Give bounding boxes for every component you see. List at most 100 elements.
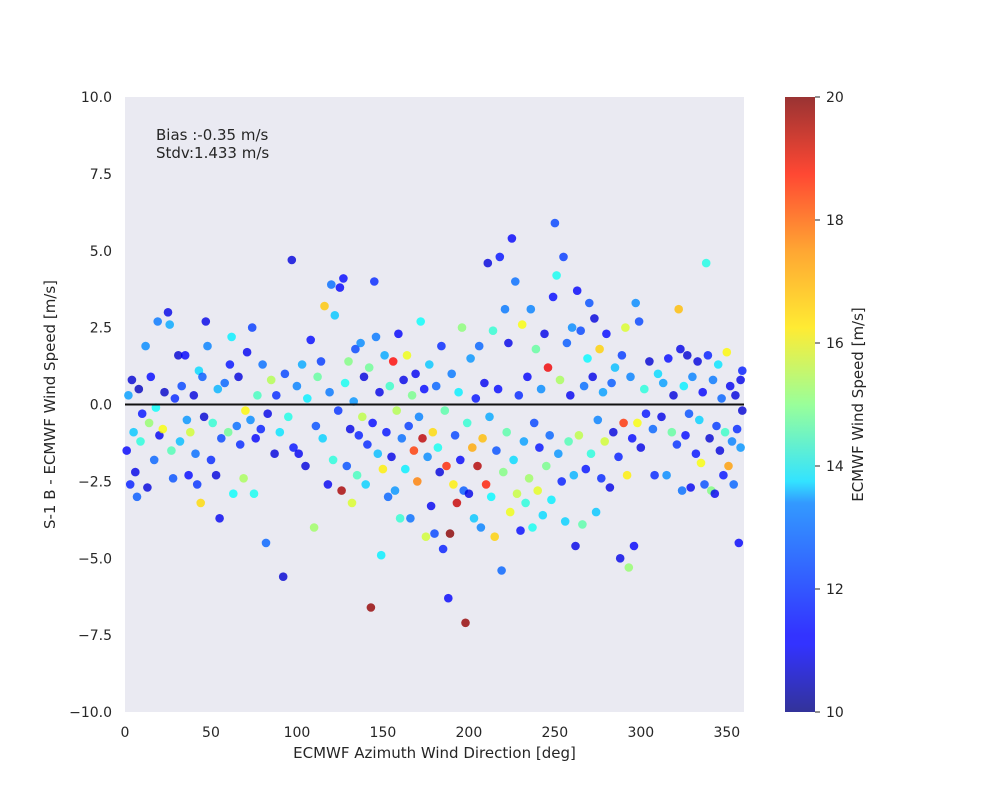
data-point — [492, 446, 501, 455]
data-point — [354, 431, 364, 440]
data-point — [287, 255, 297, 265]
data-point — [352, 470, 362, 480]
data-point — [524, 474, 534, 483]
data-point — [165, 320, 174, 329]
data-point — [676, 344, 685, 354]
data-point — [722, 347, 732, 357]
colorbar — [785, 97, 815, 712]
y-tick-label: 2.5 — [90, 321, 112, 337]
data-point — [653, 369, 663, 379]
data-point — [461, 618, 470, 628]
data-point — [423, 452, 432, 462]
x-tick-label: 150 — [370, 725, 397, 741]
data-point — [192, 480, 202, 489]
data-point — [497, 566, 506, 575]
data-point — [170, 394, 180, 403]
data-point — [724, 461, 733, 471]
data-point — [263, 409, 273, 419]
data-point — [478, 434, 487, 443]
data-point — [215, 514, 224, 523]
data-point — [514, 391, 524, 400]
data-point — [380, 351, 389, 360]
data-point — [523, 372, 532, 382]
data-point — [430, 529, 439, 538]
data-point — [316, 357, 326, 366]
colorbar-tick-label: 14 — [826, 459, 844, 475]
data-point — [579, 381, 589, 391]
data-point — [227, 332, 236, 342]
data-point — [684, 409, 694, 419]
data-point — [695, 415, 704, 425]
colorbar-tick-labels: 10 12 14 16 18 20 — [815, 90, 844, 721]
data-point — [186, 427, 195, 437]
data-point — [564, 437, 573, 446]
data-point — [213, 384, 223, 394]
data-point — [368, 418, 377, 428]
data-point — [351, 344, 360, 354]
data-point — [376, 550, 386, 560]
colorbar-label: ECMWF Wind Speed [m/s] — [849, 307, 867, 502]
data-point — [371, 332, 381, 342]
data-point — [189, 391, 199, 400]
data-point — [633, 418, 642, 428]
y-tick-labels: −10.0 −7.5 −5.0 −2.5 0.0 2.5 5.0 7.5 10.0 — [69, 90, 112, 721]
data-point — [235, 440, 245, 449]
x-tick-label: 300 — [627, 725, 654, 741]
data-point — [370, 277, 379, 286]
data-point — [258, 360, 267, 369]
data-point — [717, 394, 726, 403]
data-point — [433, 443, 443, 452]
data-point — [567, 323, 577, 332]
data-point — [132, 492, 142, 502]
data-point — [464, 489, 474, 499]
data-point — [401, 464, 410, 474]
data-point — [127, 375, 137, 385]
data-point — [597, 474, 606, 483]
x-tick-label: 100 — [284, 725, 311, 741]
data-point — [734, 538, 744, 548]
data-point — [337, 486, 346, 495]
data-point — [719, 470, 728, 480]
data-point — [712, 421, 721, 431]
data-point — [136, 437, 145, 446]
data-point — [462, 418, 472, 428]
data-point — [619, 418, 628, 428]
data-point — [667, 427, 677, 437]
data-point — [141, 341, 150, 351]
y-tick-label: −7.5 — [78, 628, 112, 644]
data-point — [469, 514, 479, 523]
colorbar-tick-label: 16 — [826, 336, 844, 352]
data-point — [225, 360, 235, 369]
data-point — [686, 483, 695, 492]
data-point — [444, 593, 453, 603]
data-point — [289, 443, 298, 452]
data-point — [125, 480, 135, 489]
data-point — [664, 354, 673, 363]
data-point — [198, 372, 207, 382]
data-point — [249, 489, 259, 499]
data-point — [201, 317, 211, 326]
data-point — [572, 286, 582, 296]
data-point — [149, 455, 159, 465]
data-point — [134, 384, 144, 394]
data-point — [340, 378, 350, 388]
data-point — [634, 317, 644, 326]
data-point — [414, 412, 424, 422]
data-point — [586, 449, 596, 459]
data-point — [129, 427, 138, 437]
data-point — [533, 486, 542, 495]
data-point — [595, 344, 604, 354]
data-point — [297, 360, 307, 369]
data-point — [531, 344, 541, 354]
data-point — [626, 372, 635, 382]
data-point — [208, 418, 217, 428]
data-point — [275, 427, 285, 437]
data-point — [311, 421, 321, 431]
data-point — [495, 252, 505, 262]
data-point — [450, 431, 460, 440]
data-point — [480, 378, 489, 388]
data-point — [160, 387, 169, 397]
data-point — [466, 354, 475, 363]
